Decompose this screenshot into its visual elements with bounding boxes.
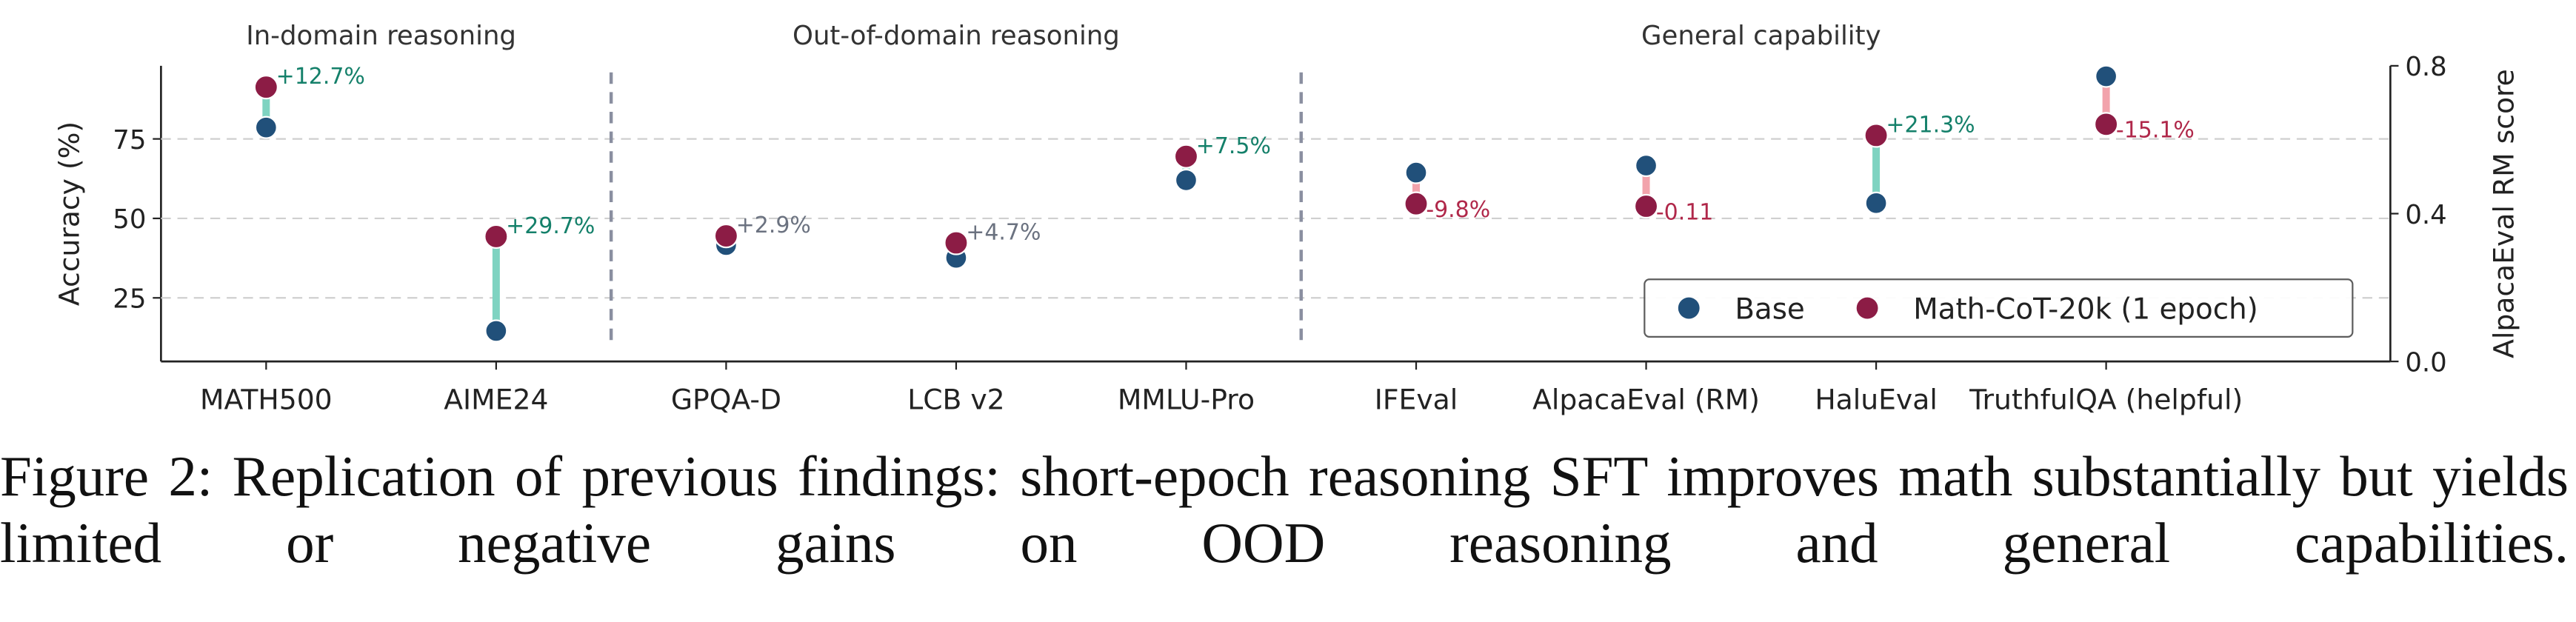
y2-axis-label: AlpacaEval RM score xyxy=(2488,69,2520,358)
legend-marker xyxy=(1856,297,1878,319)
delta-label: +29.7% xyxy=(506,213,595,239)
sft-dot xyxy=(2093,112,2119,137)
base-dot xyxy=(1174,168,1198,192)
y2-tick-label: 0.4 xyxy=(2405,200,2446,230)
y2-tick-label: 0.0 xyxy=(2405,347,2446,378)
sft-dot xyxy=(1633,193,1659,219)
group-label: General capability xyxy=(1641,21,1881,51)
base-dot xyxy=(484,319,508,343)
sft-dot xyxy=(253,74,278,100)
legend-label: Math-CoT-20k (1 epoch) xyxy=(1913,292,2258,326)
y-tick-label: 75 xyxy=(113,125,146,156)
sft-dot xyxy=(1173,144,1199,169)
base-dot xyxy=(1635,154,1658,178)
delta-label: +7.5% xyxy=(1196,133,1271,159)
delta-label: -0.11 xyxy=(1656,199,1713,225)
base-dot xyxy=(254,116,278,139)
y2-tick-label: 0.8 xyxy=(2405,52,2446,82)
x-tick-label: AIME24 xyxy=(444,383,548,415)
caption: Figure 2: Replication of previous findin… xyxy=(0,444,2569,575)
x-tick-label: IFEval xyxy=(1375,383,1458,415)
delta-label: +12.7% xyxy=(276,64,365,90)
delta-label: +4.7% xyxy=(966,220,1041,246)
sft-dot xyxy=(713,223,739,249)
group-label: Out-of-domain reasoning xyxy=(793,21,1120,51)
x-tick-label: TruthfulQA (helpful) xyxy=(1969,383,2243,415)
x-tick-label: HaluEval xyxy=(1815,383,1937,415)
base-dot xyxy=(1864,191,1888,215)
legend-box xyxy=(1644,278,2354,338)
y-tick-label: 25 xyxy=(113,284,146,315)
sft-dot xyxy=(944,230,969,255)
legend-label: Base xyxy=(1735,292,1804,326)
delta-label: +21.3% xyxy=(1886,112,1975,138)
delta-label: +2.9% xyxy=(736,213,811,238)
sft-dot xyxy=(1863,123,1889,148)
delta-label: -15.1% xyxy=(2116,118,2195,144)
base-dot xyxy=(1404,161,1428,184)
base-dot xyxy=(2095,64,2118,88)
x-tick-label: AlpacaEval (RM) xyxy=(1532,383,1760,415)
x-tick-label: LCB v2 xyxy=(907,383,1004,415)
sft-dot xyxy=(484,224,509,250)
group-label: In-domain reasoning xyxy=(246,21,516,51)
y-tick-label: 50 xyxy=(113,204,146,235)
x-tick-label: GPQA-D xyxy=(671,383,781,415)
chart: Accuracy (%) AlpacaEval RM score 25 50 75 0… xyxy=(53,21,2520,415)
y-axis-label: Accuracy (%) xyxy=(53,121,85,306)
x-tick-label: MATH500 xyxy=(200,383,333,415)
legend-marker xyxy=(1678,297,1700,319)
x-tick-label: MMLU-Pro xyxy=(1118,383,1255,415)
delta-label: -9.8% xyxy=(1426,197,1490,223)
sft-dot xyxy=(1404,191,1429,216)
